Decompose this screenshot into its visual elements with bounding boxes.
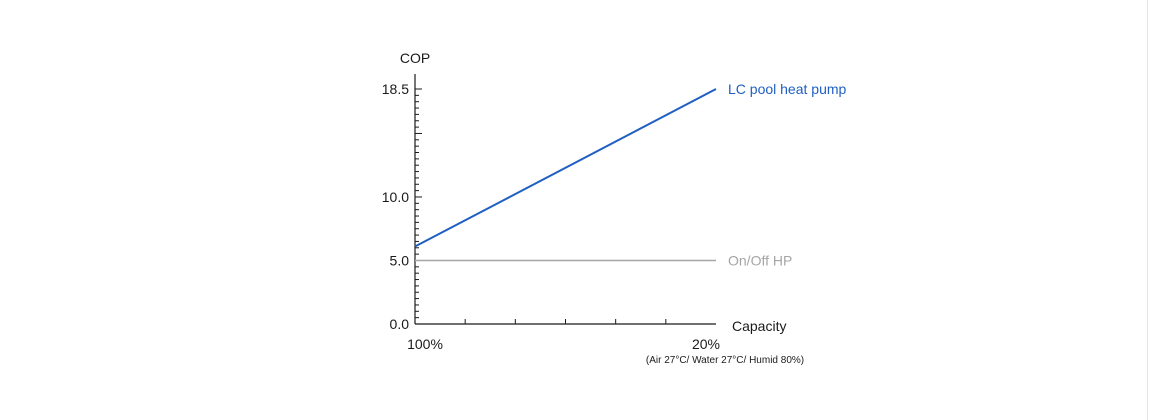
series-label-lc-pool-heat-pump: LC pool heat pump — [728, 81, 847, 97]
labels: LC pool heat pump On/Off HP 0.0 5.0 10.0 18.5… — [382, 50, 847, 366]
y-tick-label: 5.0 — [390, 252, 410, 268]
ticks — [415, 88, 667, 324]
series-label-on-off-hp: On/Off HP — [728, 252, 792, 268]
y-tick-label: 0.0 — [390, 316, 410, 332]
series-lines — [414, 88, 717, 262]
x-axis-title: Capacity — [732, 318, 786, 334]
x-tick-label: 100% — [407, 336, 443, 352]
y-tick-label: 18.5 — [382, 81, 409, 97]
x-tick-label: 20% — [692, 336, 720, 352]
page-right-border — [1147, 0, 1148, 420]
y-tick-label: 10.0 — [382, 189, 409, 205]
y-axis-title: COP — [400, 50, 430, 66]
x-axis-condition-note: (Air 27°C/ Water 27°C/ Humid 80%) — [646, 355, 804, 366]
series-line-lc-pool-heat-pump — [414, 88, 717, 248]
